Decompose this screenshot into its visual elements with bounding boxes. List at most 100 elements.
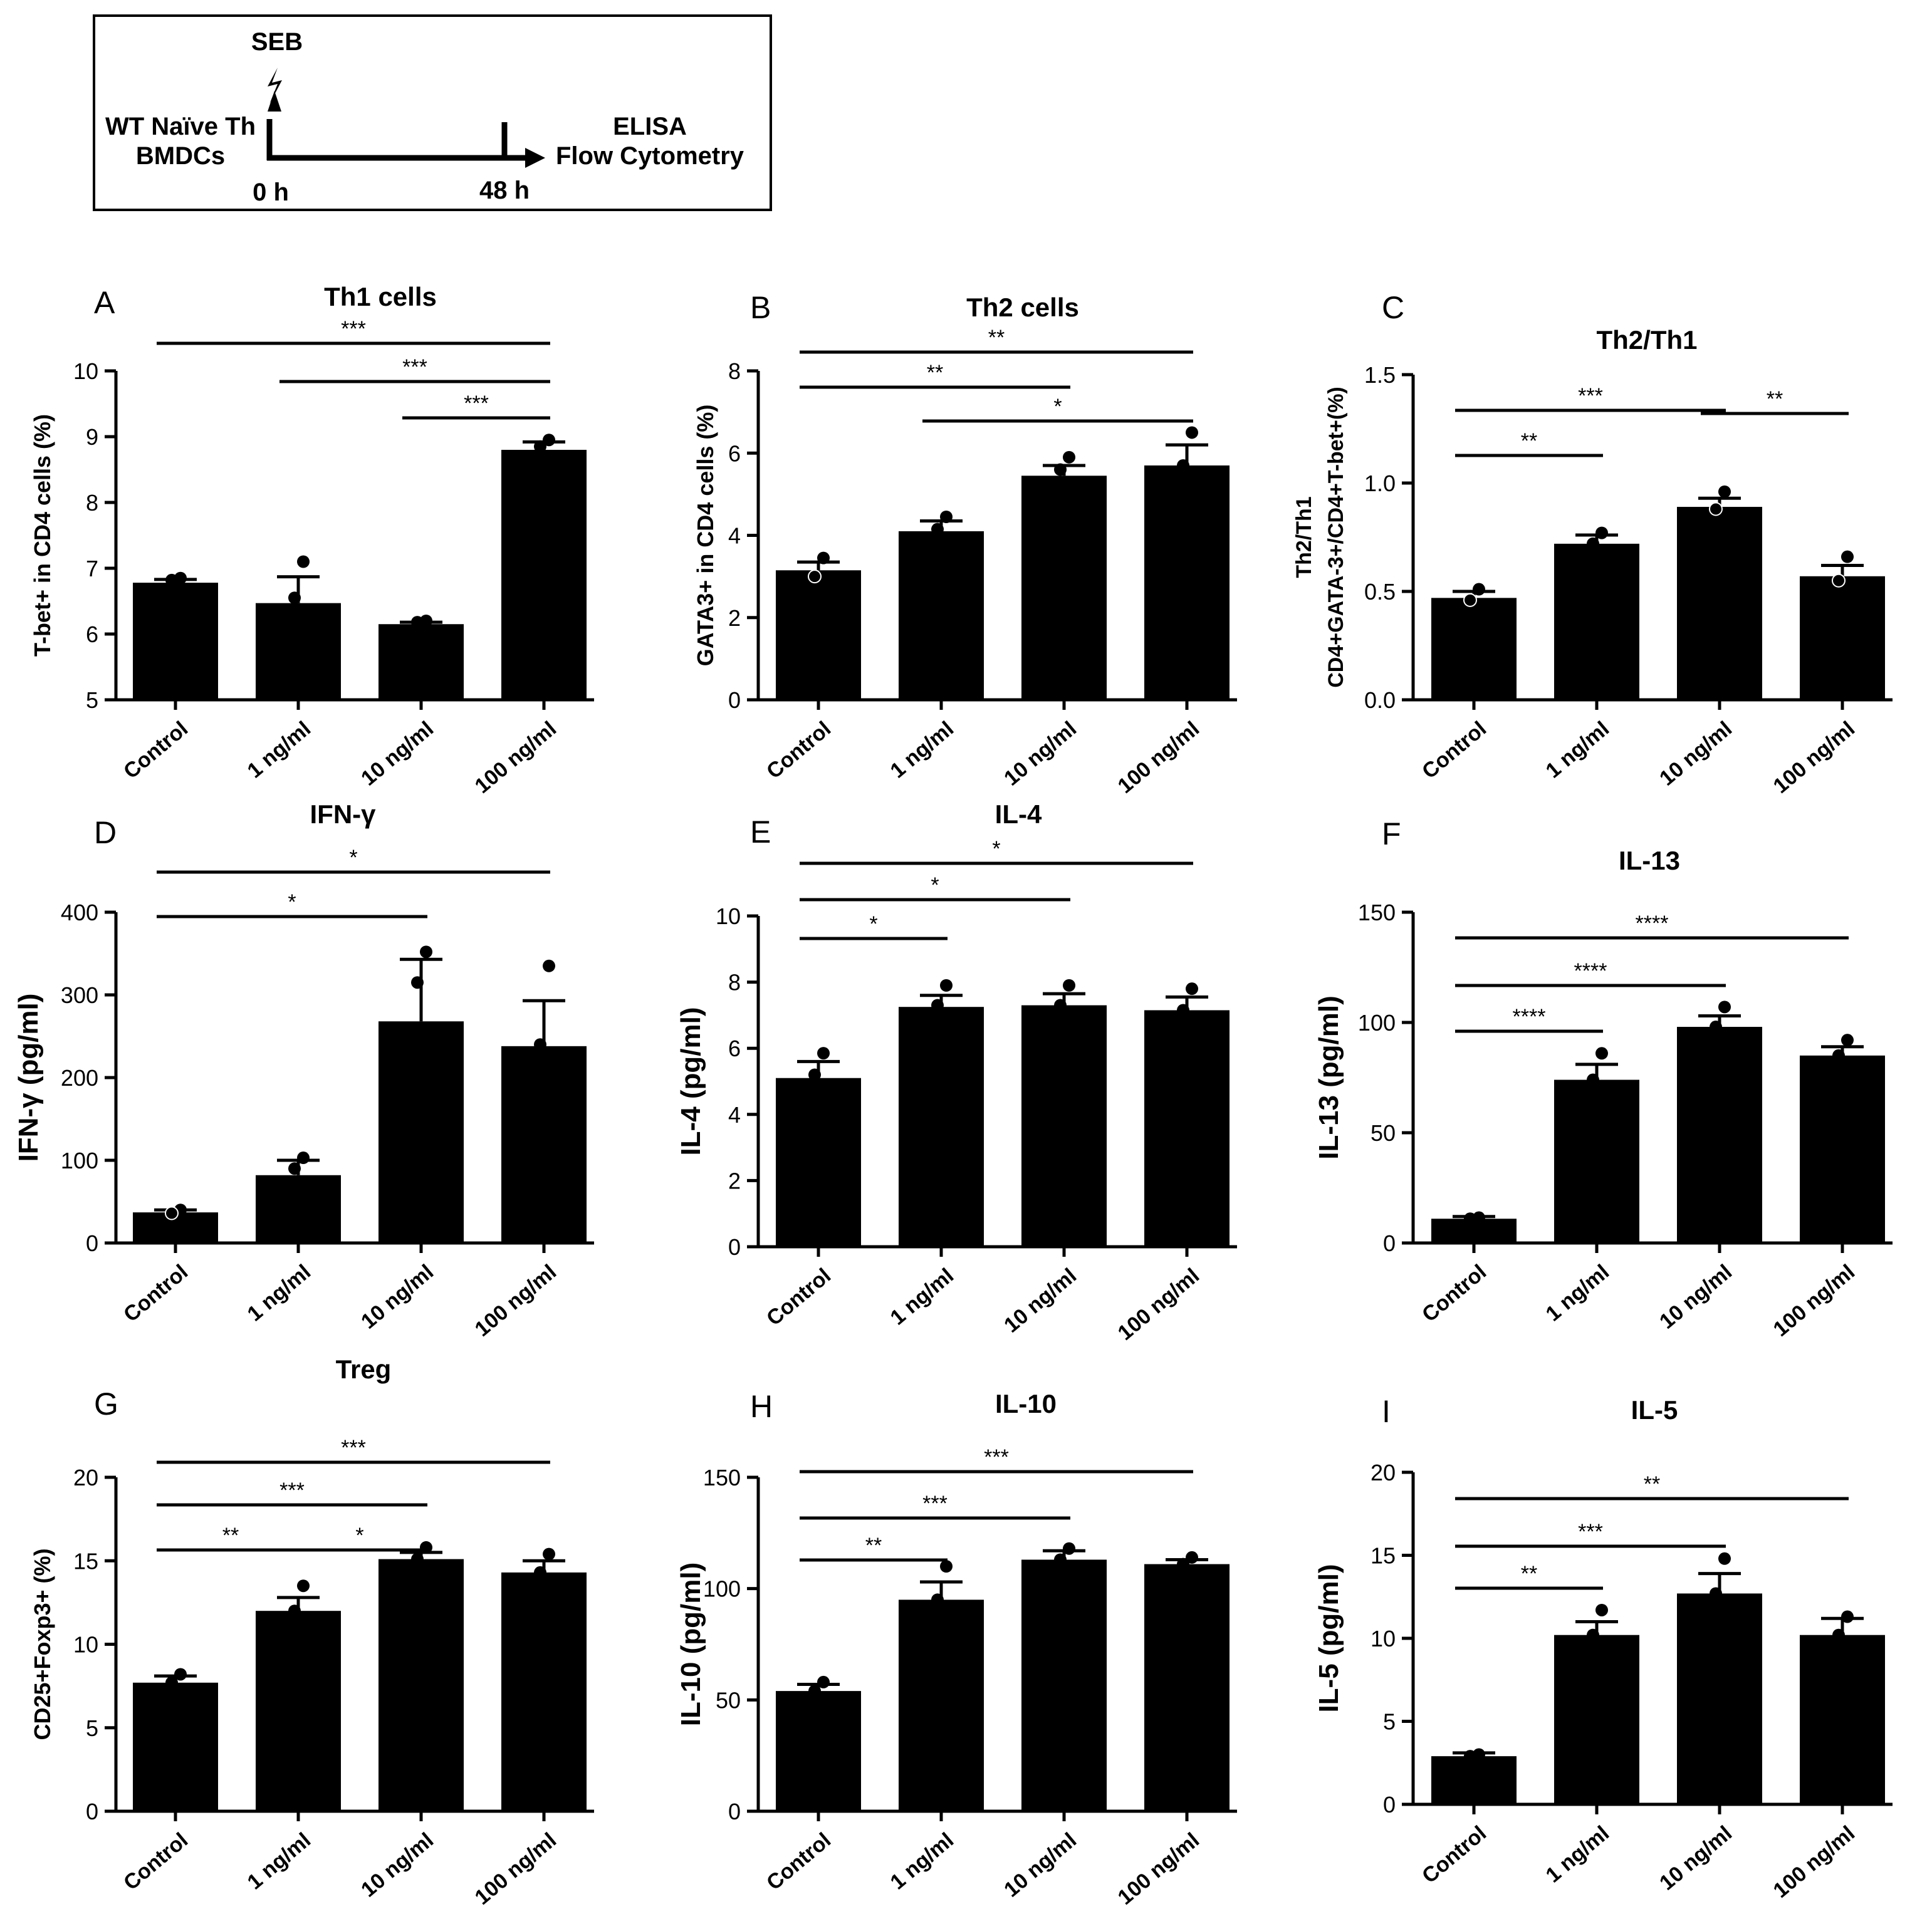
y-tick-label: 50 [716, 1687, 741, 1713]
bar [256, 1175, 341, 1243]
bar [1800, 576, 1885, 700]
significance-label: * [931, 873, 939, 897]
timeline-end-label: 48 h [479, 177, 530, 204]
data-point [1718, 1001, 1731, 1014]
data-point [1595, 526, 1608, 539]
significance-label: *** [984, 1445, 1009, 1469]
significance-label: *** [402, 355, 427, 379]
significance-label: *** [1578, 1520, 1603, 1544]
y-tick-label: 0 [86, 1799, 98, 1824]
data-point [411, 1552, 424, 1566]
significance-label: ** [988, 326, 1005, 350]
bar [1431, 598, 1517, 700]
y-tick-label: 6 [86, 621, 98, 647]
data-point [1718, 1552, 1731, 1565]
data-point [165, 573, 178, 586]
panel-letter: E [750, 814, 771, 850]
experiment-schematic: SEB WT Naïve Th BMDCs 0 h 48 h ELISA Flo… [93, 14, 772, 211]
data-point [534, 440, 546, 453]
significance-label: ** [1521, 429, 1537, 453]
data-point [1832, 573, 1846, 588]
chart-title: Th2 cells [966, 293, 1079, 322]
bar [776, 1691, 861, 1811]
y-tick-label: 0 [1383, 1792, 1396, 1817]
y-tick-label: 100 [703, 1576, 741, 1602]
schematic-frame [93, 14, 772, 211]
data-point [174, 1668, 187, 1681]
bar [379, 1559, 464, 1811]
data-point [1177, 1004, 1189, 1017]
significance-label: ** [865, 1534, 882, 1557]
chart-title: IL-13 [1619, 846, 1680, 875]
data-point [165, 1676, 178, 1689]
bar [1144, 1564, 1230, 1811]
y-tick-label: 50 [1371, 1120, 1396, 1146]
arrow-right-icon [525, 148, 545, 168]
y-tick-label: 200 [61, 1065, 98, 1091]
y-tick-label: 150 [1358, 900, 1396, 925]
data-point [1177, 459, 1189, 472]
data-point [931, 523, 944, 536]
data-point [1063, 1542, 1075, 1555]
bar [501, 450, 587, 700]
y-tick-label: 300 [61, 982, 98, 1008]
bar [1021, 476, 1107, 700]
data-point [808, 569, 822, 584]
data-point [1177, 1557, 1189, 1571]
y-axis-label: IFN-γ (pg/ml) [13, 994, 44, 1162]
y-axis-label-secondary: CD4+GATA-3+/CD4+T-bet+(%) [1324, 387, 1348, 688]
chart-title: IL-10 [995, 1389, 1057, 1418]
data-point [1710, 1587, 1722, 1600]
data-point [1595, 1603, 1608, 1616]
y-axis-label: IL-13 (pg/ml) [1313, 996, 1344, 1160]
y-tick-label: 6 [728, 1036, 741, 1061]
y-tick-label: 4 [728, 523, 741, 549]
data-point [1473, 583, 1485, 596]
significance-label: *** [922, 1492, 948, 1516]
schematic-cells-line2: BMDCs [136, 142, 225, 170]
data-point [1718, 485, 1731, 498]
y-axis-label: GATA3+ in CD4 cells (%) [692, 405, 718, 667]
y-tick-label: 10 [73, 358, 98, 384]
bar [1554, 1635, 1639, 1804]
y-tick-label: 1.5 [1364, 362, 1396, 388]
panel-letter: B [750, 290, 771, 325]
data-point [1832, 1049, 1845, 1062]
y-tick-label: 0.0 [1364, 687, 1396, 713]
significance-label: **** [1574, 959, 1607, 983]
data-point [1063, 450, 1075, 464]
bar [899, 1599, 984, 1811]
significance-label: **** [1636, 912, 1669, 935]
y-tick-label: 10 [1371, 1626, 1396, 1651]
y-axis-label: IL-4 (pg/ml) [676, 1007, 706, 1155]
significance-label: * [869, 912, 877, 936]
data-point [411, 616, 424, 629]
data-point [1710, 1021, 1722, 1034]
significance-label: *** [464, 392, 489, 415]
data-point [931, 999, 944, 1012]
data-point [297, 1579, 310, 1593]
significance-label: ** [222, 1524, 239, 1547]
lightning-icon [268, 68, 282, 104]
data-point [1587, 1628, 1599, 1641]
data-point [420, 1541, 432, 1554]
y-tick-label: 5 [1383, 1709, 1396, 1735]
bar [133, 1682, 218, 1811]
bar [256, 603, 341, 700]
y-tick-label: 8 [728, 358, 741, 384]
panel-letter: D [94, 815, 117, 850]
data-point [817, 551, 830, 564]
significance-label: * [288, 890, 296, 914]
y-tick-label: 20 [73, 1465, 98, 1490]
y-axis-label: Th2/Th1 [1292, 496, 1316, 578]
schematic-readout-line2: Flow Cytometry [556, 142, 744, 170]
data-point [1841, 1034, 1854, 1047]
bar [1554, 543, 1639, 700]
bar [1021, 1005, 1107, 1247]
bar [379, 1021, 464, 1243]
data-point [808, 1685, 821, 1698]
data-point [297, 1152, 310, 1165]
significance-label: *** [341, 1436, 366, 1460]
data-point [420, 945, 432, 959]
bar [1144, 465, 1230, 700]
